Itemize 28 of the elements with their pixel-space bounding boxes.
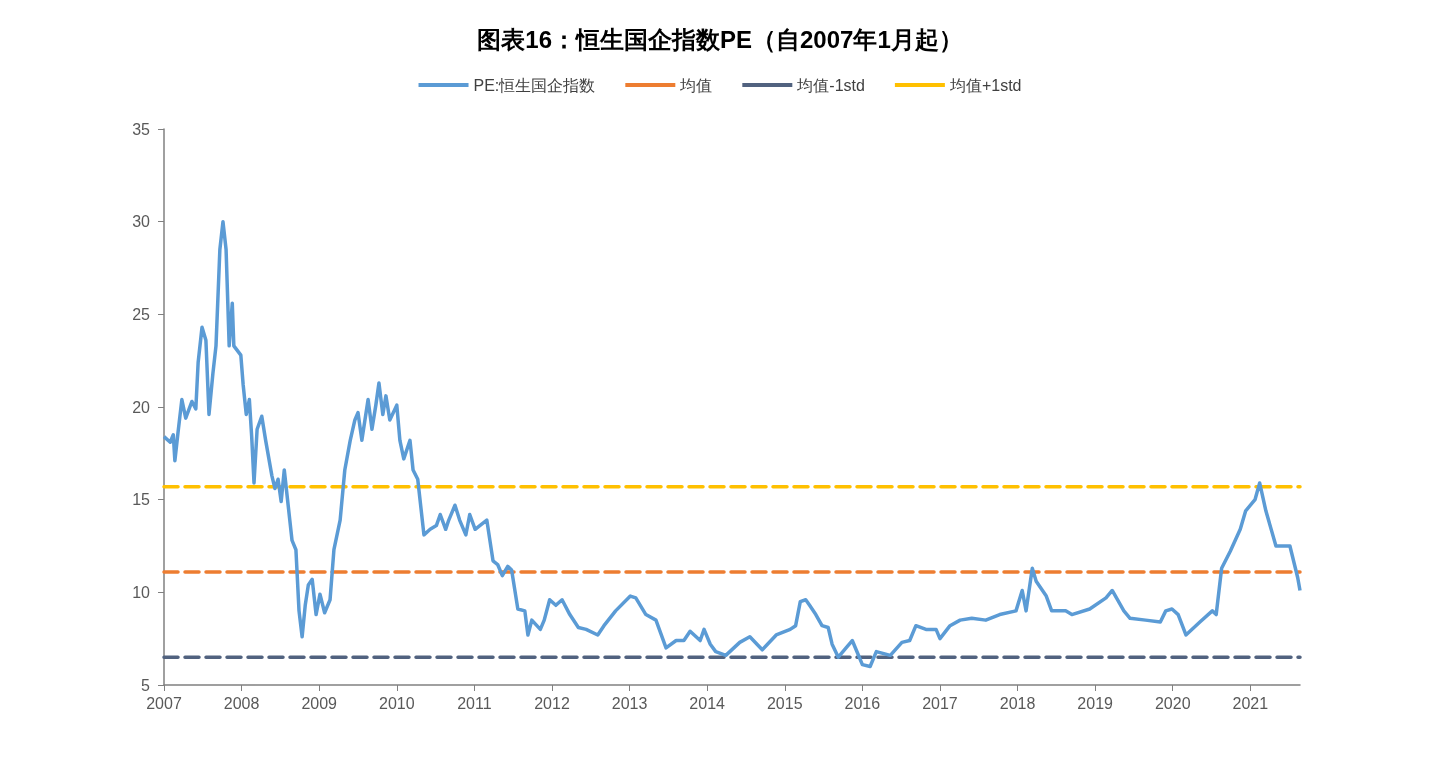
y-tick-label: 25 [132,305,151,323]
legend-label: PE:恒生国企指数 [473,76,596,94]
x-tick-label: 2013 [611,694,648,712]
y-tick-label: 10 [132,583,151,601]
x-tick-label: 2017 [922,694,958,712]
x-tick-label: 2008 [223,694,260,712]
legend-label: 均值 [679,76,713,94]
y-tick-label: 20 [132,398,151,416]
y-tick-label: 5 [141,676,151,694]
x-tick-label: 2015 [766,694,803,712]
chart-title: 图表16：恒生国企指数PE（自2007年1月起） [477,25,963,53]
x-tick-label: 2014 [689,694,726,712]
y-tick-label: 15 [132,491,151,509]
x-tick-label: 2009 [301,694,338,712]
legend-label: 均值+1std [948,76,1022,94]
line-series [162,219,1302,669]
x-tick-label: 2019 [1077,694,1114,712]
x-tick-label: 2020 [1154,694,1191,712]
y-tick-label: 30 [132,213,151,231]
x-tick-label: 2007 [146,694,182,712]
x-tick-label: 2011 [457,694,492,712]
legend-label: 均值-1std [796,76,865,94]
x-tick-label: 2010 [378,694,415,712]
x-tick-label: 2018 [999,694,1036,712]
x-tick-label: 2021 [1232,694,1269,712]
x-tick-label: 2016 [844,694,881,712]
y-tick-label: 35 [132,120,151,138]
x-tick-label: 2012 [534,694,570,712]
